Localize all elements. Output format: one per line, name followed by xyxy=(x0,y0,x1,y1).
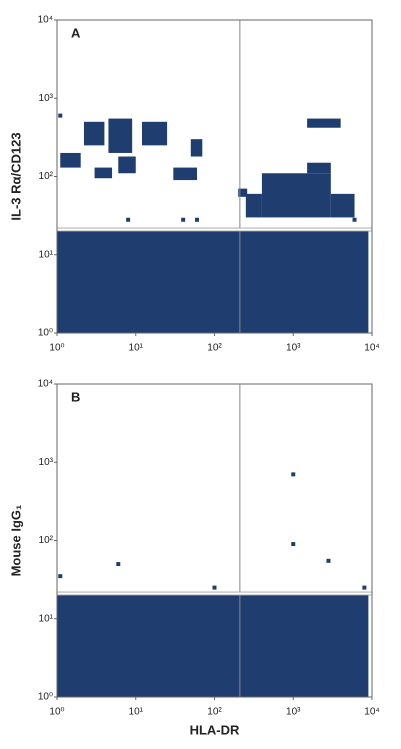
event-dot xyxy=(58,113,63,118)
x-tick-label: 10³ xyxy=(286,707,301,718)
y-tick-label: 10² xyxy=(39,171,54,182)
x-tick-label: 10⁴ xyxy=(364,707,379,718)
y-tick-label: 10⁰ xyxy=(38,328,53,339)
density-region xyxy=(57,231,369,333)
event-dot xyxy=(326,558,331,563)
x-tick-label: 10² xyxy=(207,707,222,718)
gate-y xyxy=(56,227,373,232)
x-tick-label: 10⁰ xyxy=(49,343,64,354)
event-dot xyxy=(212,585,217,590)
y-tick-label: 10⁴ xyxy=(38,379,53,390)
density-region xyxy=(94,167,113,179)
y-tick-label: 10⁰ xyxy=(38,692,53,703)
density-region xyxy=(245,193,262,218)
event-dot xyxy=(291,472,296,477)
x-tick-label: 10⁰ xyxy=(49,707,64,718)
density-region xyxy=(190,139,203,157)
x-axis-label: HLA-DR xyxy=(190,722,240,737)
event-dot xyxy=(291,542,296,547)
gate-y xyxy=(56,591,373,596)
y-axis-label: Mouse IgG₁ xyxy=(8,505,23,577)
density-region xyxy=(108,118,133,153)
x-tick-label: 10¹ xyxy=(129,707,144,718)
density-region xyxy=(330,193,355,218)
event-dot xyxy=(58,574,63,579)
event-dot xyxy=(181,217,186,222)
density-region xyxy=(307,162,331,174)
x-tick-label: 10³ xyxy=(286,343,301,354)
x-tick-label: 10¹ xyxy=(129,343,144,354)
event-dot xyxy=(352,217,357,222)
density-region xyxy=(57,595,369,697)
panel-label: A xyxy=(71,25,81,40)
y-tick-label: 10³ xyxy=(39,457,54,468)
y-axis-label: IL-3 Rα/CD123 xyxy=(8,132,23,220)
y-tick-label: 10³ xyxy=(39,93,54,104)
y-tick-label: 10⁴ xyxy=(38,15,53,26)
density-region xyxy=(141,121,168,146)
density-region xyxy=(173,167,198,181)
density-region xyxy=(118,156,136,174)
event-dot xyxy=(195,217,200,222)
panel-label: B xyxy=(71,389,80,404)
y-tick-label: 10² xyxy=(39,535,54,546)
y-tick-label: 10¹ xyxy=(39,249,54,260)
density-region xyxy=(60,152,81,168)
density-region xyxy=(307,118,341,128)
event-dot xyxy=(116,562,121,567)
event-dot xyxy=(126,217,131,222)
event-dot xyxy=(362,585,367,590)
x-tick-label: 10² xyxy=(207,343,222,354)
y-tick-label: 10¹ xyxy=(39,613,54,624)
x-tick-label: 10⁴ xyxy=(364,343,379,354)
density-region xyxy=(238,188,248,197)
density-region xyxy=(261,173,331,218)
density-region xyxy=(83,121,105,146)
